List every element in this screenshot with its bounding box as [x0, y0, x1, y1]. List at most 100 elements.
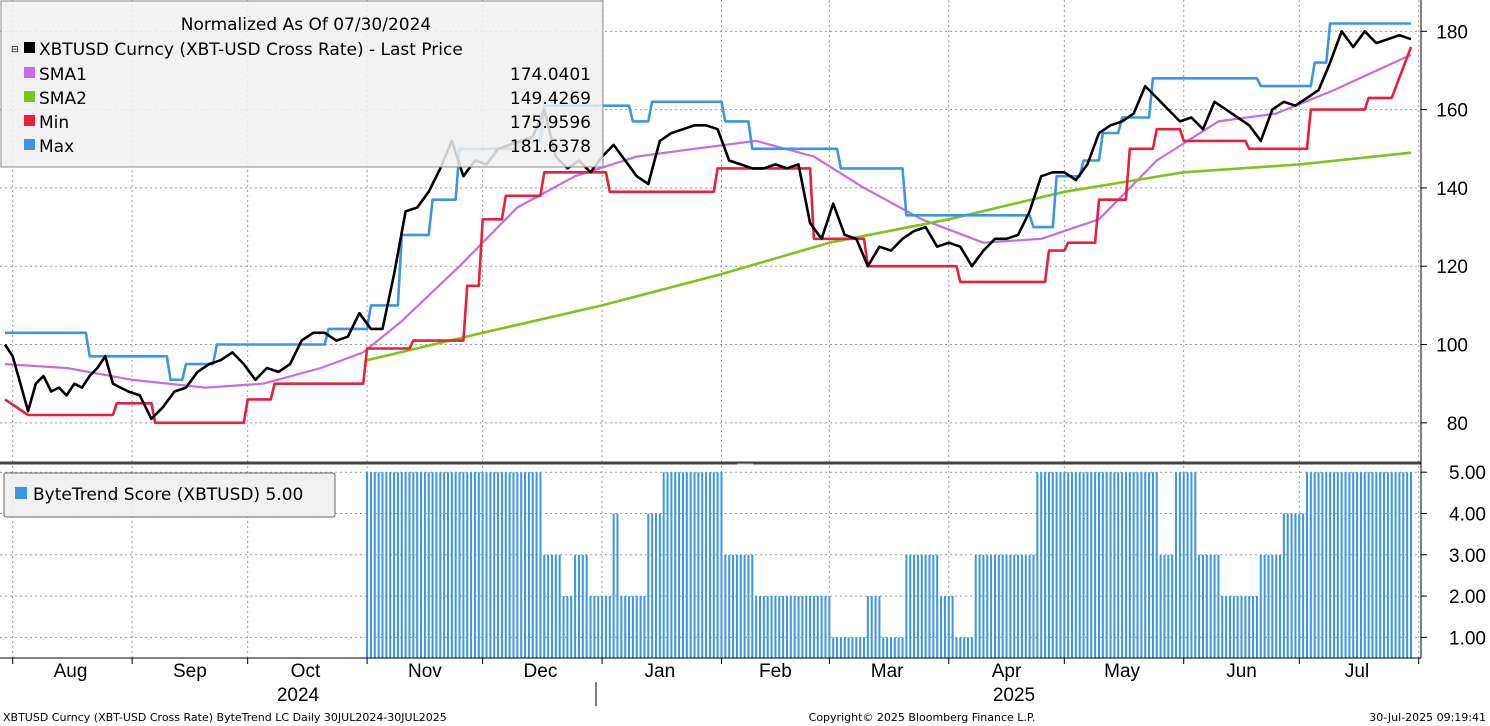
score-bar: [1356, 472, 1359, 658]
legend-entry-max[interactable]: Max 181.6378: [24, 137, 591, 157]
score-bar: [1294, 513, 1297, 658]
score-bar: [1086, 472, 1089, 658]
score-bar: [1059, 472, 1062, 658]
legend-expand-icon[interactable]: ⊟: [11, 45, 19, 55]
score-bar: [1209, 554, 1212, 658]
score-bar: [373, 472, 376, 658]
score-bar: [1009, 554, 1012, 658]
score-bar: [396, 472, 399, 658]
score-bar: [1290, 513, 1293, 658]
score-bar: [967, 637, 970, 658]
score-bar: [446, 472, 449, 658]
score-bar: [1402, 472, 1405, 658]
legend-entry-sma2[interactable]: SMA2 149.4269: [24, 89, 591, 109]
score-bar: [951, 596, 954, 658]
lower-legend-swatch: [15, 487, 27, 499]
score-bar: [982, 554, 985, 658]
score-bar: [1248, 596, 1251, 658]
score-bar: [1155, 472, 1158, 658]
legend-swatch-sma1: [24, 67, 35, 78]
legend-swatch-sma2: [24, 91, 35, 102]
score-bar: [416, 472, 419, 658]
score-bar: [1386, 472, 1389, 658]
score-bar: [716, 472, 719, 658]
score-bar: [404, 472, 407, 658]
legend-box: Normalized As Of 07/30/2024 ⊟ XBTUSD Cur…: [0, 0, 604, 168]
score-bar: [601, 596, 604, 658]
score-bar: [1028, 554, 1031, 658]
score-bar: [720, 472, 723, 658]
score-bar: [701, 472, 704, 658]
score-bar: [1383, 472, 1386, 658]
score-bar: [408, 472, 411, 658]
score-bar: [955, 637, 958, 658]
score-bar: [1348, 472, 1351, 658]
score-bar: [1144, 472, 1147, 658]
score-bar: [1279, 554, 1282, 658]
score-bar: [1001, 554, 1004, 658]
score-bar: [866, 596, 869, 658]
legend-entry-sma1[interactable]: SMA1 174.0401: [24, 65, 591, 85]
score-bar: [462, 472, 465, 658]
score-bar: [947, 596, 950, 658]
score-bar: [454, 472, 457, 658]
score-bar: [616, 513, 619, 658]
score-bar: [1282, 513, 1285, 658]
score-bar: [1313, 472, 1316, 658]
score-bar: [743, 554, 746, 658]
score-bar: [1140, 472, 1143, 658]
x-tick-label-jun: Jun: [1226, 661, 1257, 682]
score-bar: [1267, 554, 1270, 658]
score-bar: [789, 596, 792, 658]
score-bar: [1302, 513, 1305, 658]
score-bar: [1117, 472, 1120, 658]
score-bar: [1255, 596, 1258, 658]
score-bar: [1109, 472, 1112, 658]
score-bar: [1298, 513, 1301, 658]
score-bar: [739, 554, 742, 658]
score-bar: [812, 596, 815, 658]
score-bar: [1190, 472, 1193, 658]
score-bar: [778, 596, 781, 658]
score-bar: [1394, 472, 1397, 658]
score-bar: [1194, 472, 1197, 658]
score-bar: [1005, 554, 1008, 658]
x-tick-label-sep: Sep: [173, 661, 207, 682]
score-bar: [662, 472, 665, 658]
score-bar: [712, 472, 715, 658]
score-bar: [859, 637, 862, 658]
score-bar: [458, 472, 461, 658]
score-bar: [1367, 472, 1370, 658]
score-bar: [1032, 554, 1035, 658]
score-bar: [427, 472, 430, 658]
score-bar: [897, 637, 900, 658]
score-bar: [693, 472, 696, 658]
y-tick-label-120: 120: [1436, 257, 1468, 278]
score-bar: [481, 472, 484, 658]
score-bar: [913, 554, 916, 658]
score-bar: [1371, 472, 1374, 658]
score-bar: [385, 472, 388, 658]
score-bar: [1132, 472, 1135, 658]
score-bar: [797, 596, 800, 658]
score-bar: [450, 472, 453, 658]
score-bar: [1244, 596, 1247, 658]
score-bar: [762, 596, 765, 658]
legend-entry-min[interactable]: Min 175.9596: [24, 113, 591, 133]
score-bar: [909, 554, 912, 658]
x-tick-label-apr: Apr: [992, 661, 1022, 682]
score-bar: [990, 554, 993, 658]
lower-legend-box[interactable]: ByteTrend Score (XBTUSD) 5.00: [3, 472, 336, 518]
score-bar: [497, 472, 500, 658]
x-tick-label-jul: Jul: [1345, 661, 1369, 682]
x-tick-label-jan: Jan: [645, 661, 676, 682]
score-bar: [855, 637, 858, 658]
score-bar: [558, 554, 561, 658]
score-bar: [785, 596, 788, 658]
score-bar: [836, 637, 839, 658]
score-bar: [1309, 472, 1312, 658]
score-bar: [916, 554, 919, 658]
legend-entry-price[interactable]: XBTUSD Curncy (XBT-USD Cross Rate) - Las…: [24, 40, 463, 60]
score-bar: [435, 472, 438, 658]
series-line-sma2: [366, 151, 1412, 362]
